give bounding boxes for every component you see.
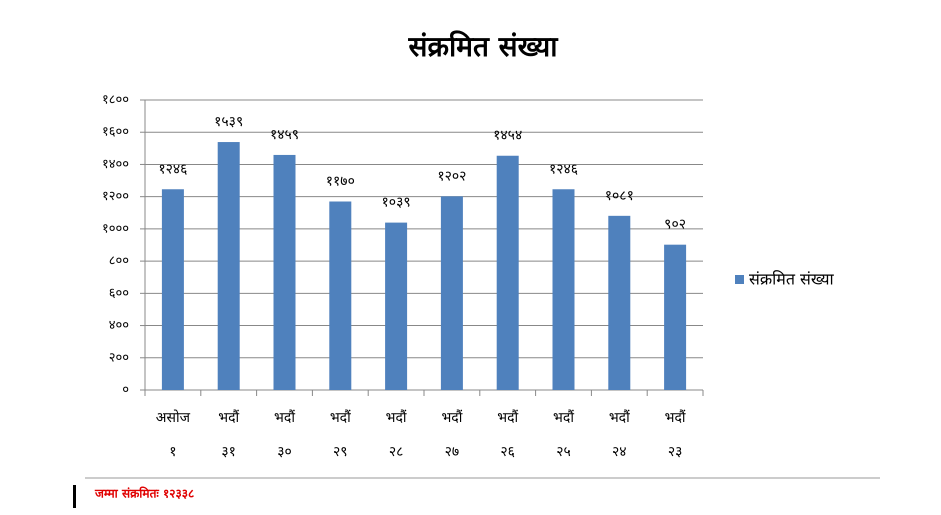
y-tick-label: ४००	[109, 318, 129, 333]
x-tick-label: २३	[668, 444, 683, 460]
bar	[496, 155, 519, 390]
y-tick-label: ६००	[109, 286, 129, 301]
value-label: १०८१	[605, 188, 634, 204]
bar	[440, 196, 463, 390]
value-label: ९०२	[664, 217, 686, 233]
x-tick-label: भदौं	[609, 409, 630, 426]
legend-label: संक्रमित संख्या	[749, 270, 834, 289]
x-tick-label: भदौं	[330, 409, 351, 426]
x-tick-label: भदौं	[218, 409, 239, 426]
x-tick-label: भदौं	[441, 409, 462, 426]
chart-title: संक्रमित संख्या	[408, 30, 560, 63]
x-tick-label: ३०	[277, 444, 292, 460]
x-tick-label: २५	[556, 444, 571, 460]
value-label: १२०२	[437, 168, 466, 184]
y-tick-label: २००	[109, 350, 129, 365]
bar	[273, 154, 296, 390]
y-tick-label: १४००	[102, 157, 129, 172]
value-label: १५३९	[214, 114, 243, 130]
x-tick-label: २८	[389, 444, 404, 460]
bar	[385, 222, 408, 390]
x-tick-label: भदौं	[553, 409, 574, 426]
x-tick-label: भदौं	[497, 409, 518, 426]
x-tick-label: भदौं	[274, 409, 295, 426]
bar	[217, 142, 240, 390]
y-tick-label: १०००	[102, 221, 129, 236]
x-tick-label: २६	[500, 444, 515, 460]
value-label: १४५४	[493, 128, 522, 144]
bar	[329, 201, 352, 390]
x-tick-label: २९	[333, 444, 348, 460]
x-tick-label: भदौं	[386, 409, 407, 426]
bar	[608, 215, 631, 390]
bar	[552, 189, 575, 390]
x-tick-label: असोज	[156, 409, 191, 426]
value-label: १४५९	[270, 127, 299, 143]
value-label: १२४६	[549, 161, 578, 177]
x-tick-label: २४	[612, 444, 627, 460]
value-label: १२४६	[158, 161, 187, 177]
y-tick-label: ०	[122, 383, 129, 398]
footer-marker	[73, 485, 76, 508]
x-tick-label: ३१	[221, 444, 236, 460]
value-label: ११७०	[326, 174, 355, 190]
x-tick-label: २७	[445, 444, 460, 460]
footer-note: जम्मा संक्रमितः १२३३८	[94, 487, 194, 501]
y-tick-label: १२००	[102, 189, 129, 204]
y-tick-label: १६००	[102, 125, 129, 140]
bar	[161, 189, 184, 390]
legend-swatch	[735, 275, 744, 284]
value-label: १०३९	[382, 195, 411, 211]
x-tick-label: भदौं	[665, 409, 686, 426]
y-tick-label: १८००	[102, 93, 129, 108]
bar	[664, 244, 687, 390]
x-tick-label: १	[169, 444, 176, 460]
y-tick-label: ८००	[109, 254, 129, 269]
